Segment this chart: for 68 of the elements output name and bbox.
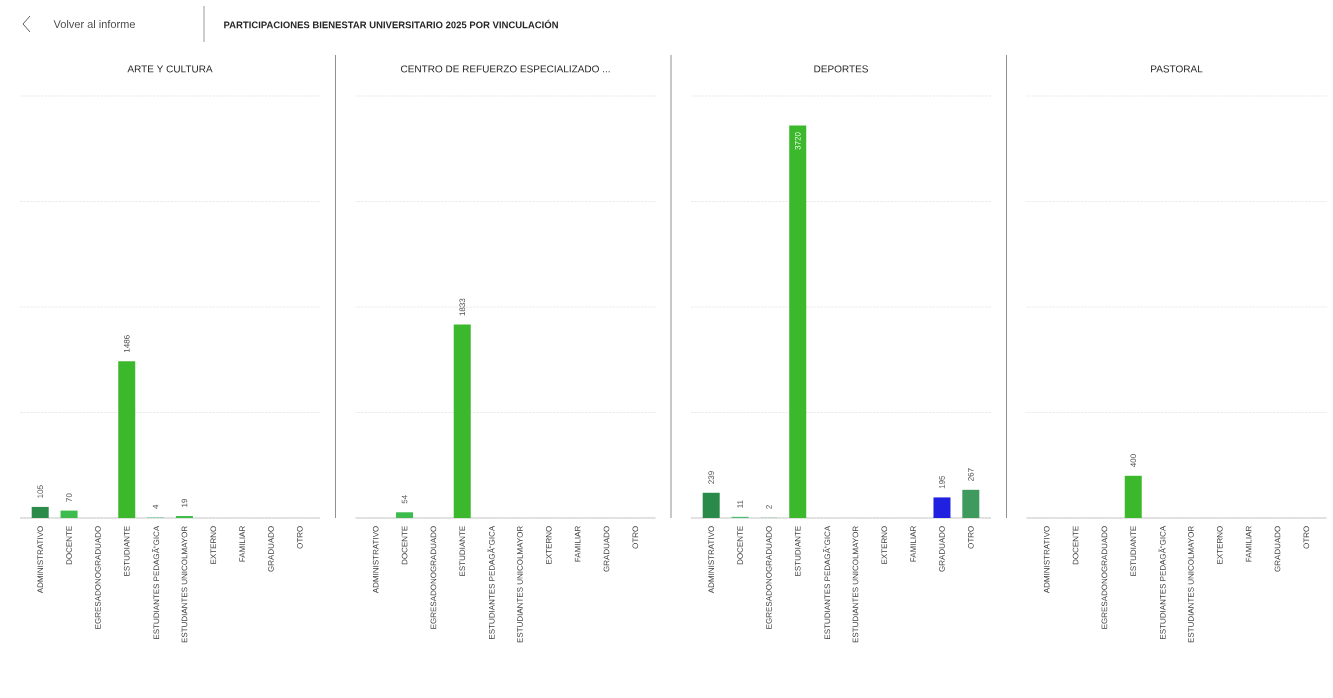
x-tick-label: OTRO [967,526,974,549]
x-tick-label: ESTUDIANTES UNICOLMAYOR [852,526,859,643]
bar [789,125,807,518]
chart-title: ARTE Y CULTURA [127,65,213,73]
x-tick-label: ESTUDIANTE [794,526,801,576]
x-tick-label: GRADUADO [268,526,274,572]
bar [118,361,136,518]
x-tick-label: DOCENTE [401,526,408,565]
x-tick-label: GRADUADO [603,526,610,572]
x-tick-label: ADMINISTRATIVO [708,526,715,594]
x-tick-label: EGRESADONOGRADUADO [766,526,772,629]
chart-title: PASTORAL [1151,65,1203,73]
data-label: 239 [708,471,715,484]
x-tick-label: OTRO [1303,526,1310,549]
x-tick-label: ESTUDIANTES UNICOLMAYOR [517,526,523,643]
x-tick-label: ESTUDIANTES UNICOLMAYOR [181,526,188,643]
text: PARTICIPACIONES BIENESTAR UNIVERSITARIO 2025 POR VINCULACIÓN [224,19,558,29]
x-tick-label: ESTUDIANTES PEDAGÃ“GICA [152,525,160,639]
bar [175,515,193,518]
x-tick-label: FAMILIAR [910,526,916,562]
x-tick-label: GRADUADO [1274,526,1281,572]
data-label: 70 [66,493,72,502]
data-label: 2 [766,505,772,509]
x-tick-label: EXTERNO [881,526,888,564]
data-label: 400 [1130,454,1137,468]
x-tick-label: DOCENTE [1072,526,1079,565]
x-tick-label: ESTUDIANTE [459,526,466,576]
data-label: 19 [181,498,188,507]
chart-title: CENTRO DE REFUERZO ESPECIALIZADO ... [401,65,610,73]
text: Volver al informe [53,19,135,29]
data-label: 1486 [123,335,130,353]
data-label: 195 [939,475,945,489]
x-tick-label: DOCENTE [66,526,72,565]
x-tick-label: DOCENTE [737,526,743,565]
x-tick-label: ESTUDIANTES UNICOLMAYOR [1188,526,1194,643]
x-tick-label: OTRO [632,526,639,549]
x-tick-label: FAMILIAR [1245,526,1252,562]
x-tick-label: ESTUDIANTE [1130,526,1137,576]
bar [702,492,720,518]
x-tick-label: FAMILIAR [574,526,581,562]
bar [933,497,951,518]
data-label: 267 [967,468,974,481]
bar [60,510,78,518]
x-tick-label: ESTUDIANTES PEDAGÃ“GICA [823,525,831,639]
x-tick-label: EGRESADONOGRADUADO [95,526,101,629]
x-tick-label: ADMINISTRATIVO [372,526,379,594]
data-label: 54 [401,495,408,504]
x-tick-label: ESTUDIANTES PEDAGÃ“GICA [487,525,495,639]
x-tick-label: FAMILIAR [239,526,245,562]
x-tick-label: EGRESADONOGRADUADO [430,526,437,629]
data-label: 1833 [459,298,466,316]
data-label: 105 [37,485,44,498]
x-tick-label: EXTERNO [545,526,552,564]
data-label: 11 [737,500,743,508]
x-tick-label: OTRO [296,526,303,549]
x-tick-label: ESTUDIANTE [123,526,130,576]
x-tick-label: ESTUDIANTES PEDAGÃ“GICA [1158,525,1166,639]
x-tick-label: EXTERNO [1216,526,1223,564]
x-tick-label: EGRESADONOGRADUADO [1101,526,1108,629]
chart-title: DEPORTES [814,65,868,73]
bar [962,489,980,518]
data-label: 4 [152,504,159,509]
x-tick-label: ADMINISTRATIVO [37,526,44,594]
x-tick-label: GRADUADO [939,526,945,572]
data-label: 3720 [794,132,801,150]
bar [31,506,49,518]
x-tick-label: ADMINISTRATIVO [1043,526,1050,594]
x-tick-label: EXTERNO [210,526,217,564]
